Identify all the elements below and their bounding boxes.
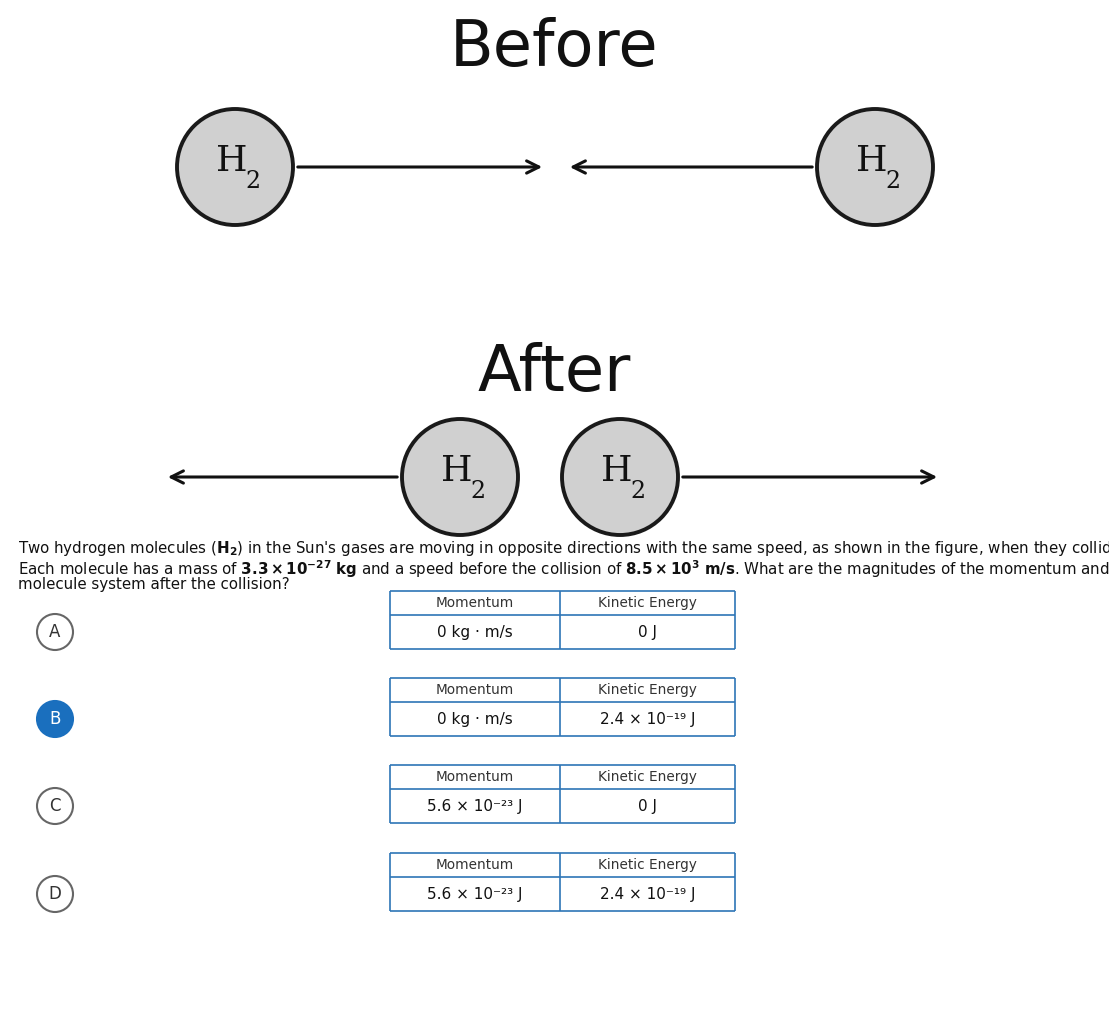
Text: Momentum: Momentum [436, 683, 515, 697]
Text: C: C [49, 797, 61, 815]
Circle shape [37, 701, 73, 737]
Text: Momentum: Momentum [436, 596, 515, 610]
Circle shape [37, 788, 73, 824]
Text: B: B [49, 710, 61, 728]
Text: Momentum: Momentum [436, 858, 515, 872]
Text: D: D [49, 885, 61, 903]
Circle shape [177, 109, 293, 225]
Text: A: A [49, 623, 61, 641]
Text: H: H [856, 144, 887, 178]
Circle shape [37, 876, 73, 912]
Text: Kinetic Energy: Kinetic Energy [598, 596, 696, 610]
Text: Kinetic Energy: Kinetic Energy [598, 683, 696, 697]
Text: 0 kg · m/s: 0 kg · m/s [437, 711, 512, 727]
Text: 0 J: 0 J [638, 624, 657, 640]
Text: Kinetic Energy: Kinetic Energy [598, 858, 696, 872]
Text: 2: 2 [885, 170, 901, 192]
Text: After: After [477, 342, 631, 404]
Circle shape [401, 419, 518, 535]
Text: H: H [441, 454, 472, 487]
Text: 5.6 × 10⁻²³ J: 5.6 × 10⁻²³ J [427, 798, 522, 814]
Text: 2: 2 [245, 170, 261, 192]
Circle shape [37, 614, 73, 650]
Text: H: H [216, 144, 247, 178]
Text: Kinetic Energy: Kinetic Energy [598, 770, 696, 784]
Text: 2.4 × 10⁻¹⁹ J: 2.4 × 10⁻¹⁹ J [600, 711, 695, 727]
Text: H: H [601, 454, 633, 487]
Text: 0 J: 0 J [638, 798, 657, 814]
Text: Before: Before [449, 17, 659, 79]
Circle shape [817, 109, 933, 225]
Text: 2: 2 [630, 479, 645, 503]
Text: 2.4 × 10⁻¹⁹ J: 2.4 × 10⁻¹⁹ J [600, 886, 695, 901]
Text: Two hydrogen molecules ($\mathbf{H_2}$) in the Sun's gases are moving in opposit: Two hydrogen molecules ($\mathbf{H_2}$) … [18, 539, 1109, 558]
Text: Momentum: Momentum [436, 770, 515, 784]
Text: Each molecule has a mass of $\mathbf{3.3 \times 10^{-27}}$ $\mathbf{kg}$ and a s: Each molecule has a mass of $\mathbf{3.3… [18, 558, 1109, 579]
Text: 0 kg · m/s: 0 kg · m/s [437, 624, 512, 640]
Circle shape [562, 419, 678, 535]
Text: 2: 2 [470, 479, 486, 503]
Text: 5.6 × 10⁻²³ J: 5.6 × 10⁻²³ J [427, 886, 522, 901]
Text: molecule system after the collision?: molecule system after the collision? [18, 577, 289, 592]
